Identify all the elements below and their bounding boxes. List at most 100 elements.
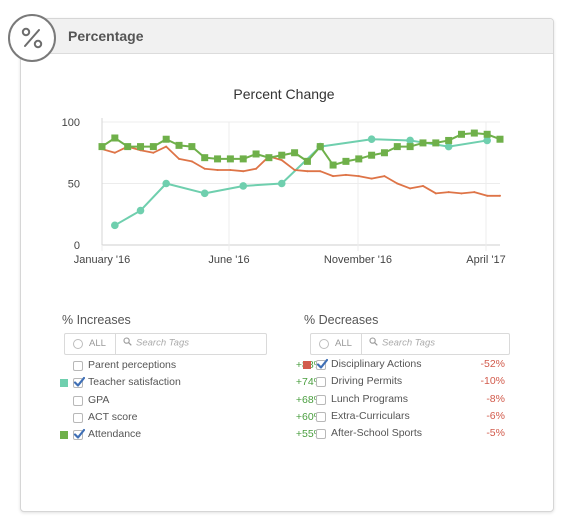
percent-value: -10% — [480, 375, 505, 388]
data-point-disciplinary-actions — [178, 157, 181, 160]
checkbox[interactable] — [73, 395, 83, 406]
card-title: Percentage — [68, 28, 144, 44]
all-radio[interactable] — [73, 339, 83, 349]
data-point-disciplinary-actions — [460, 192, 463, 195]
data-point-disciplinary-actions — [216, 168, 219, 171]
data-point-attendance — [316, 143, 324, 151]
increases-title: % Increases — [62, 313, 131, 327]
increases-search-input[interactable]: Search Tags — [123, 337, 189, 349]
checkbox[interactable] — [316, 429, 326, 440]
data-point-attendance — [175, 141, 183, 149]
data-point-teacher-satisfaction — [406, 136, 414, 145]
data-point-disciplinary-actions — [383, 175, 386, 178]
filter-row-gpa[interactable]: GPA +68% — [60, 393, 323, 409]
data-point-disciplinary-actions — [255, 167, 258, 170]
x-tick-label: April '17 — [466, 254, 505, 266]
filter-row-driving-permits[interactable]: Driving Permits -10% — [303, 374, 505, 390]
checkbox[interactable] — [73, 412, 83, 423]
data-point-disciplinary-actions — [229, 168, 232, 171]
filter-row-extra-curriculars[interactable]: Extra-Curriculars -6% — [303, 409, 505, 425]
checkmark-icon — [73, 429, 85, 439]
data-point-attendance — [368, 151, 376, 159]
data-point-disciplinary-actions — [421, 184, 424, 187]
percent-change-chart: Percent Change 0 50 100 January '16 June '16… — [62, 86, 506, 266]
search-icon — [123, 337, 132, 349]
data-point-attendance — [188, 143, 196, 151]
data-point-disciplinary-actions — [409, 187, 412, 190]
data-point-attendance — [226, 155, 234, 163]
data-point-attendance — [137, 143, 145, 151]
data-point-attendance — [483, 130, 491, 138]
data-point-disciplinary-actions — [319, 170, 322, 173]
data-point-disciplinary-actions — [486, 194, 489, 197]
filter-label: After-School Sports — [331, 427, 423, 440]
checked-checkbox[interactable] — [73, 377, 85, 389]
decreases-search-input[interactable]: Search Tags — [369, 337, 435, 349]
all-radio[interactable] — [319, 339, 329, 349]
data-point-attendance — [406, 143, 414, 151]
percent-value: -6% — [486, 409, 505, 422]
filter-row-parent-perceptions[interactable]: Parent perceptions+88% — [60, 358, 323, 374]
data-point-teacher-satisfaction — [136, 206, 145, 215]
series-line-disciplinary-actions — [101, 145, 500, 197]
data-point-attendance — [124, 143, 132, 151]
checkbox[interactable] — [316, 411, 326, 422]
data-point-disciplinary-actions — [280, 159, 283, 162]
data-point-attendance — [291, 149, 299, 157]
data-point-attendance — [445, 136, 453, 144]
data-point-attendance — [201, 154, 209, 162]
all-label: ALL — [335, 338, 352, 349]
data-point-attendance — [98, 143, 106, 151]
filter-label: Parent perceptions — [88, 359, 177, 371]
data-point-attendance — [329, 161, 337, 169]
y-tick-label: 50 — [68, 179, 80, 191]
filter-label: Lunch Programs — [331, 392, 409, 405]
percent-value: -52% — [480, 358, 505, 370]
y-tick-label: 100 — [62, 117, 80, 129]
data-point-disciplinary-actions — [357, 175, 360, 178]
filter-label: GPA — [88, 393, 110, 406]
percent-icon — [8, 14, 56, 62]
checked-checkbox[interactable] — [73, 429, 85, 441]
data-point-teacher-satisfaction — [111, 221, 119, 230]
increases-filter: ALL Search Tags — [64, 333, 267, 355]
decreases-filter: ALL Search Tags — [310, 333, 510, 355]
filter-label: Disciplinary Actions — [331, 358, 422, 370]
data-point-disciplinary-actions — [434, 192, 437, 195]
data-point-disciplinary-actions — [396, 182, 399, 185]
data-point-disciplinary-actions — [473, 191, 476, 194]
increases-all-toggle[interactable]: ALL — [65, 334, 116, 354]
data-point-attendance — [419, 139, 427, 147]
series-color-swatch — [60, 431, 68, 440]
x-tick-label: January '16 — [74, 254, 131, 266]
data-point-attendance — [432, 139, 440, 147]
filter-row-attendance[interactable]: Attendance +55% — [60, 427, 323, 443]
data-point-attendance — [149, 143, 157, 151]
data-point-attendance — [214, 155, 222, 163]
checkmark-icon — [316, 358, 328, 369]
data-point-attendance — [457, 130, 465, 138]
filter-row-disciplinary-actions[interactable]: Disciplinary Actions -52% — [303, 357, 505, 373]
data-point-attendance — [496, 135, 504, 143]
data-point-disciplinary-actions — [447, 191, 450, 194]
filter-row-after-school-sports[interactable]: After-School Sports -5% — [303, 426, 505, 442]
data-point-disciplinary-actions — [293, 168, 296, 171]
checkmark-icon — [73, 377, 85, 387]
data-point-teacher-satisfaction — [162, 179, 170, 188]
checkbox[interactable] — [316, 394, 326, 405]
checkbox[interactable] — [316, 377, 326, 388]
checked-checkbox[interactable] — [316, 358, 328, 370]
data-point-disciplinary-actions — [344, 173, 347, 176]
data-point-disciplinary-actions — [499, 194, 501, 197]
filter-row-lunch-programs[interactable]: Lunch Programs -8% — [303, 392, 505, 408]
card-header: Percentage — [21, 19, 553, 54]
data-point-attendance — [162, 135, 170, 143]
filter-label: Extra-Curriculars — [331, 409, 410, 422]
checkbox[interactable] — [73, 361, 83, 371]
data-point-teacher-satisfaction — [239, 182, 248, 190]
decreases-all-toggle[interactable]: ALL — [311, 334, 362, 354]
filter-label: Driving Permits — [331, 375, 403, 388]
filter-row-act-score[interactable]: ACT score +60% — [60, 410, 323, 426]
data-point-attendance — [252, 150, 260, 158]
filter-row-teacher-satisfaction[interactable]: Teacher satisfaction +74% — [60, 375, 323, 391]
